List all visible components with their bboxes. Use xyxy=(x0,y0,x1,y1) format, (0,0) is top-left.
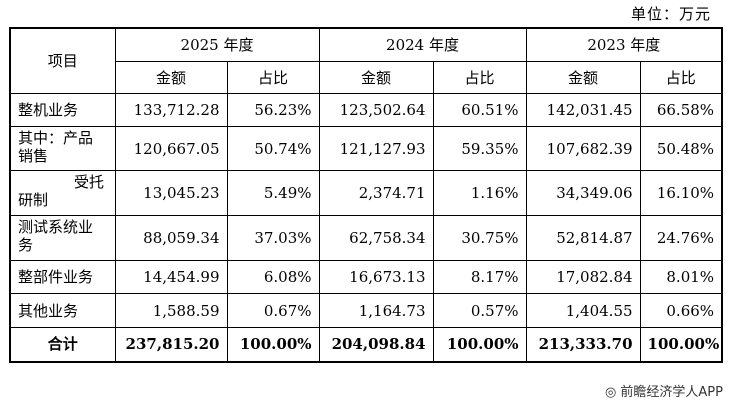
table-row: 受托 研制 13,045.23 5.49% 2,374.71 1.16% 34,… xyxy=(9,170,723,216)
cell: 121,127.93 xyxy=(318,126,434,171)
header-year-2023: 2023 年度 xyxy=(525,27,723,62)
cell: 59.35% xyxy=(432,126,527,171)
row-label: 整部件业务 xyxy=(9,260,116,294)
cell: 14,454.99 xyxy=(114,260,228,294)
row-label-line2: 务 xyxy=(18,236,34,254)
cell: 17,082.84 xyxy=(525,260,641,294)
cell: 107,682.39 xyxy=(525,126,641,171)
cell: 0.67% xyxy=(226,293,320,328)
table-row: 其中：产品 销售 120,667.05 50.74% 121,127.93 59… xyxy=(9,126,723,171)
cell: 60.51% xyxy=(432,93,527,127)
cell: 6.08% xyxy=(226,260,320,294)
total-label: 合计 xyxy=(9,327,116,362)
cell: 50.48% xyxy=(639,126,723,171)
unit-label: 单位：万元 xyxy=(630,5,711,23)
cell: 100.00% xyxy=(432,327,527,362)
row-label-line1: 受托 xyxy=(74,173,105,191)
cell: 142,031.45 xyxy=(525,93,641,127)
header-amount: 金额 xyxy=(114,61,228,94)
cell: 66.58% xyxy=(639,93,723,127)
row-label-line1: 测试系统业 xyxy=(18,218,94,236)
cell: 100.00% xyxy=(226,327,320,362)
cell: 213,333.70 xyxy=(525,327,641,362)
total-row: 合计 237,815.20 100.00% 204,098.84 100.00%… xyxy=(9,327,723,362)
header-share: 占比 xyxy=(639,61,723,94)
cell: 16,673.13 xyxy=(318,260,434,294)
table-row: 整机业务 133,712.28 56.23% 123,502.64 60.51%… xyxy=(9,93,723,127)
header-amount: 金额 xyxy=(318,61,434,94)
cell: 50.74% xyxy=(226,126,320,171)
cell: 1,164.73 xyxy=(318,293,434,328)
header-item: 项目 xyxy=(9,27,116,94)
row-label-line2: 销售 xyxy=(18,147,49,165)
header-year-2025: 2025 年度 xyxy=(114,27,320,62)
cell: 24.76% xyxy=(639,215,723,261)
header-amount: 金额 xyxy=(525,61,641,94)
cell: 52,814.87 xyxy=(525,215,641,261)
cell: 0.57% xyxy=(432,293,527,328)
row-label: 受托 研制 xyxy=(9,170,116,216)
business-revenue-table: 项目 2025 年度 2024 年度 2023 年度 金额 占比 金额 占比 金… xyxy=(9,27,724,363)
source-footer: ◎ 前瞻经济学人APP xyxy=(604,385,723,400)
cell: 1.16% xyxy=(432,170,527,216)
cell: 204,098.84 xyxy=(318,327,434,362)
cell: 56.23% xyxy=(226,93,320,127)
row-label: 其他业务 xyxy=(9,293,116,328)
cell: 100.00% xyxy=(639,327,723,362)
row-label: 整机业务 xyxy=(9,93,116,127)
header-row-metrics: 金额 占比 金额 占比 金额 占比 xyxy=(10,61,723,94)
cell: 133,712.28 xyxy=(114,93,228,127)
cell: 13,045.23 xyxy=(114,170,228,216)
row-label: 测试系统业 务 xyxy=(9,215,116,261)
cell: 37.03% xyxy=(226,215,320,261)
header-share: 占比 xyxy=(226,61,320,94)
cell: 123,502.64 xyxy=(318,93,434,127)
cell: 88,059.34 xyxy=(114,215,228,261)
header-year-2024: 2024 年度 xyxy=(318,27,527,62)
cell: 0.66% xyxy=(639,293,723,328)
cell: 5.49% xyxy=(226,170,320,216)
row-label-line1: 其中：产品 xyxy=(18,129,94,147)
cell: 34,349.06 xyxy=(525,170,641,216)
row-label-line2: 研制 xyxy=(18,191,49,209)
cell: 62,758.34 xyxy=(318,215,434,261)
header-share: 占比 xyxy=(432,61,527,94)
cell: 8.01% xyxy=(639,260,723,294)
table-row: 测试系统业 务 88,059.34 37.03% 62,758.34 30.75… xyxy=(9,215,723,261)
cell: 1,588.59 xyxy=(114,293,228,328)
cell: 30.75% xyxy=(432,215,527,261)
cell: 237,815.20 xyxy=(114,327,228,362)
header-row-years: 项目 2025 年度 2024 年度 2023 年度 xyxy=(9,27,723,94)
cell: 1,404.55 xyxy=(525,293,641,328)
table-row: 其他业务 1,588.59 0.67% 1,164.73 0.57% 1,404… xyxy=(9,293,723,328)
cell: 2,374.71 xyxy=(318,170,434,216)
cell: 16.10% xyxy=(639,170,723,216)
table-row: 整部件业务 14,454.99 6.08% 16,673.13 8.17% 17… xyxy=(9,260,723,294)
row-label: 其中：产品 销售 xyxy=(9,126,116,171)
cell: 120,667.05 xyxy=(114,126,228,171)
cell: 8.17% xyxy=(432,260,527,294)
